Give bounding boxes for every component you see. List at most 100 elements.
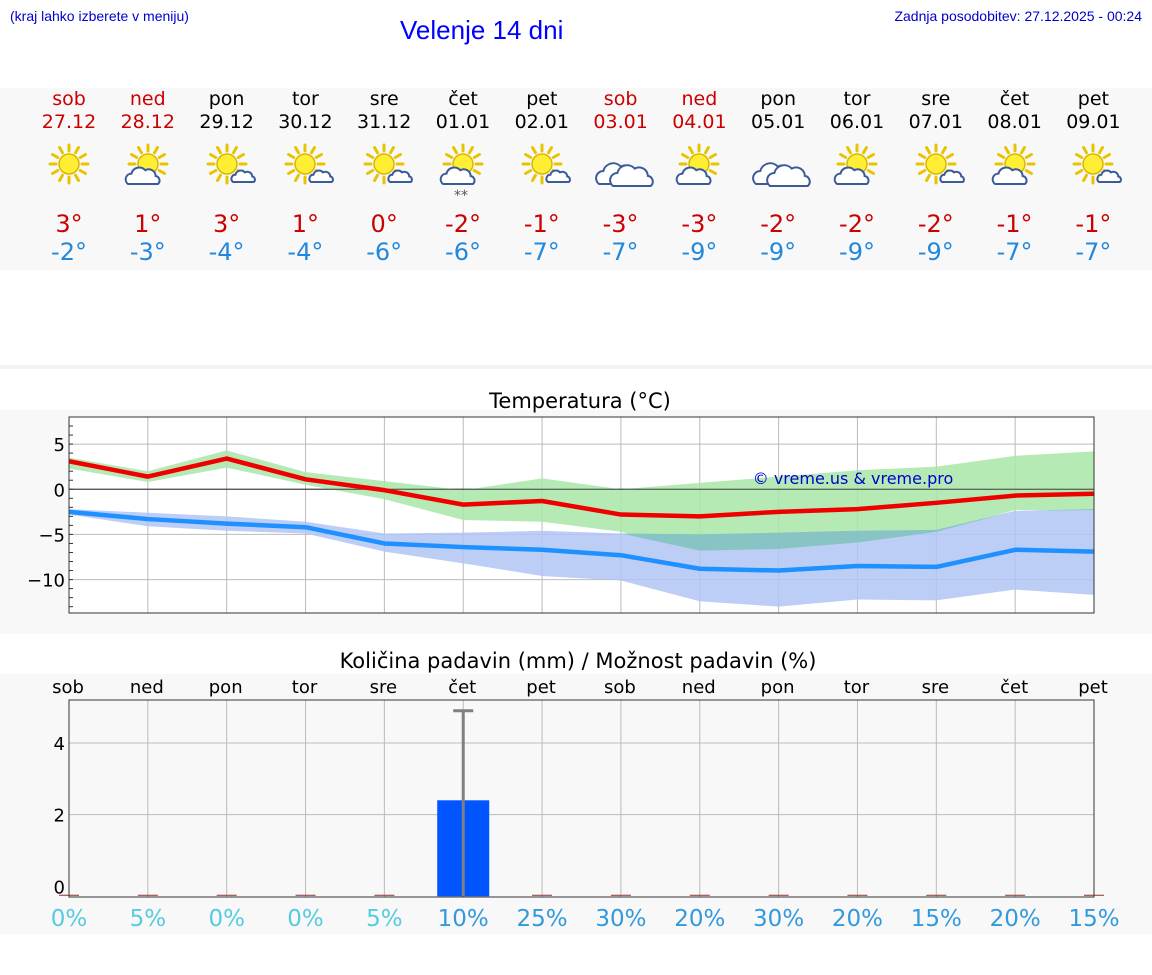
day-date: 06.01: [829, 111, 885, 133]
temp-min: -2°: [51, 238, 87, 266]
y-tick-label: 5: [54, 435, 65, 456]
temperature-chart: Temperatura (°C) 5 0 −5 −10 © vreme.us & vr…: [27, 389, 1095, 614]
temp-min: -7°: [602, 238, 639, 266]
plot-frame: [68, 699, 1095, 898]
day-date: 09.01: [1066, 111, 1121, 133]
day-name: pon: [208, 88, 245, 110]
day-name: tor: [291, 88, 319, 110]
temp-min: -9°: [681, 238, 718, 266]
x-tick-label: sre: [370, 677, 397, 698]
sun-small-cloud-icon: [187, 134, 267, 200]
temp-max: -1°: [996, 210, 1033, 238]
max-temp-line: [68, 456, 1095, 519]
day-name: ned: [129, 88, 166, 110]
precip-probability-label: 25%: [517, 906, 568, 932]
sun-small-cloud-icon: [896, 134, 976, 200]
day-name: ned: [681, 88, 718, 110]
day-name: čet: [999, 88, 1030, 110]
day-column: ned 28.12 1° -3°: [108, 88, 188, 266]
sun-cloud-icon: [975, 134, 1055, 200]
precip-probability-label: 20%: [832, 906, 883, 932]
precip-probability-label: 5%: [366, 906, 403, 932]
day-column: čet 08.01 -1° -7°: [975, 88, 1055, 266]
x-tick-label: pon: [761, 677, 795, 698]
day-name: tor: [843, 88, 871, 110]
day-date: 03.01: [593, 111, 648, 133]
day-column: pon 29.12 3° -4°: [187, 88, 267, 266]
precip-probability-label: 30%: [753, 906, 804, 932]
day-name: sre: [921, 88, 951, 110]
temp-min: -9°: [760, 238, 797, 266]
precip-probability-label: 20%: [990, 906, 1041, 932]
temp-max: -2°: [445, 210, 481, 238]
x-tick-label: pet: [1078, 677, 1108, 698]
day-column: tor 30.12 1° -4°: [265, 88, 345, 266]
day-date: 04.01: [672, 111, 727, 133]
temp-max: -1°: [523, 210, 560, 238]
last-updated: Zadnja posodobitev: 27.12.2025 - 00:24: [894, 8, 1142, 24]
precip-probability-label: 20%: [674, 906, 725, 932]
y-tick-label: 4: [54, 734, 65, 755]
temp-min: -7°: [996, 238, 1033, 266]
x-tick-label: ned: [130, 677, 164, 698]
temp-min: -6°: [366, 238, 403, 266]
x-tick-label: pet: [526, 677, 556, 698]
day-column: pet 02.01 -1° -7°: [502, 88, 582, 266]
day-date: 29.12: [199, 111, 254, 133]
day-column: sre 31.12 0° -6°: [344, 88, 424, 266]
sun-cloud-icon: [659, 134, 739, 200]
temp-max: -1°: [1075, 210, 1112, 238]
plot-frame: [68, 416, 1095, 614]
day-name: sob: [603, 88, 638, 110]
temp-max: 1°: [291, 210, 320, 238]
precip-probability-label: 0%: [287, 906, 324, 932]
precip-probability-label: 15%: [1068, 906, 1119, 932]
day-date: 01.01: [435, 111, 491, 133]
day-name: sob: [52, 88, 86, 110]
sun-small-cloud-icon: [1053, 134, 1133, 200]
precipitation-chart: Količina padavin (mm) / Možnost padavin …: [51, 649, 1120, 932]
day-column: čet 01.01 ** -2° -6°: [423, 88, 503, 266]
day-date: 30.12: [278, 111, 333, 133]
temp-max: -3°: [602, 210, 639, 238]
x-tick-label: sre: [922, 677, 949, 698]
temp-min: -4°: [287, 238, 324, 266]
day-name: čet: [448, 88, 478, 110]
location-hint: (kraj lahko izberete v meniju): [10, 8, 189, 24]
cloud-icon: [738, 134, 818, 200]
day-name: pet: [526, 88, 558, 110]
x-tick-label: pon: [209, 677, 243, 698]
temp-min: -7°: [1075, 238, 1112, 266]
temp-min: -9°: [839, 238, 875, 266]
x-tick-label: tor: [292, 677, 318, 698]
temp-min: -7°: [523, 238, 560, 266]
y-tick-label: 0: [54, 877, 65, 898]
min-temp-line: [68, 509, 1095, 573]
day-name: pon: [760, 88, 797, 110]
sun-small-cloud-icon: [265, 134, 345, 200]
x-tick-label: čet: [1000, 677, 1028, 698]
y-tick-label: 2: [54, 806, 65, 827]
day-column: sob 27.12 3° -2°: [29, 88, 109, 266]
x-tick-label: čet: [448, 677, 476, 698]
watermark: © vreme.us & vreme.pro: [753, 469, 954, 488]
temperature-chart-title: Temperatura (°C): [488, 389, 671, 413]
precip-probability-label: 0%: [208, 906, 245, 932]
day-column: pet 09.01 -1° -7°: [1053, 88, 1133, 266]
x-tick-label: tor: [844, 677, 870, 698]
daily-forecast: sob 27.12 3° -2° ned 28.12 1° -3° pon 29…: [0, 88, 1152, 270]
temp-max: -2°: [760, 210, 797, 238]
temp-min: -4°: [208, 238, 245, 266]
day-date: 08.01: [987, 111, 1042, 133]
precip-probability-label: 0%: [51, 906, 88, 932]
sun-icon: [29, 134, 109, 200]
day-column: ned 04.01 -3° -9°: [659, 88, 739, 266]
y-tick-label: 0: [54, 480, 65, 501]
day-date: 28.12: [120, 111, 175, 133]
divider: [0, 365, 1152, 369]
temp-max: -2°: [917, 210, 954, 238]
cloud-icon: [581, 134, 661, 200]
day-column: pon 05.01 -2° -9°: [738, 88, 818, 266]
temp-max: 1°: [134, 210, 162, 238]
svg-text:**: **: [454, 188, 468, 200]
